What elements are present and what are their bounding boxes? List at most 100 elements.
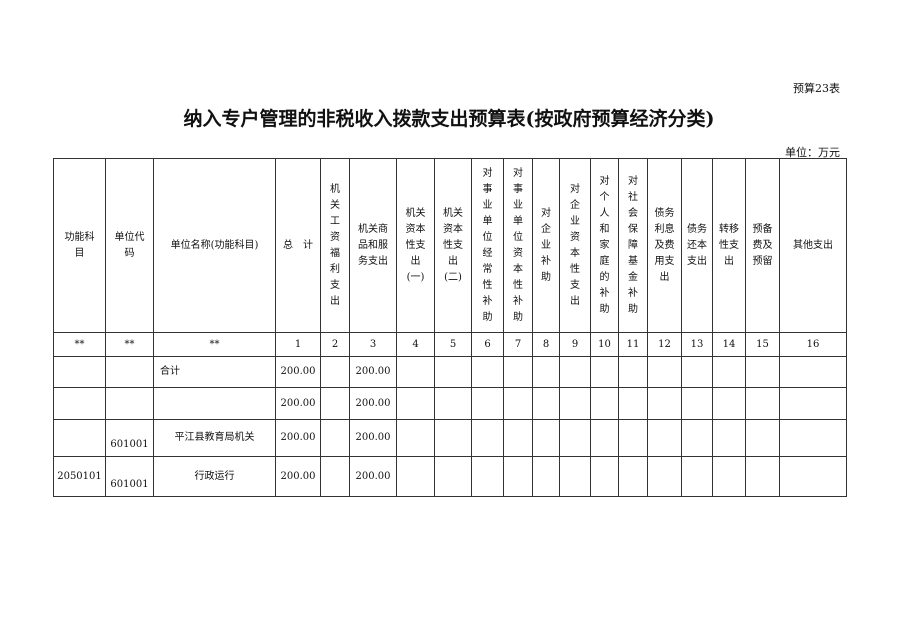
empty-cell — [779, 387, 847, 420]
empty-cell — [532, 387, 560, 420]
header-cell: 单位代码 — [105, 158, 154, 333]
empty-cell — [745, 419, 780, 457]
empty-cell — [503, 456, 533, 497]
goods-services: 200.00 — [349, 356, 397, 388]
header-cell: 转移性支出 — [712, 158, 746, 333]
empty-cell — [779, 456, 847, 497]
empty-cell — [647, 356, 682, 388]
header-cell: 对企业资本性支出 — [559, 158, 591, 333]
col-number: 16 — [779, 332, 847, 357]
header-cell: 机关工资福利支出 — [320, 158, 350, 333]
empty-cell — [559, 387, 591, 420]
table-row: 200.00 200.00 — [53, 387, 847, 420]
empty-cell — [712, 356, 746, 388]
unit-name: 行政运行 — [153, 456, 276, 497]
column-number-row: ** ** ** 1 2 3 4 5 6 7 8 9 10 11 12 13 14 15 16 — [53, 332, 847, 357]
header-cell: 总 计 — [275, 158, 321, 333]
header-cell: 其他支出 — [779, 158, 847, 333]
col-number: 12 — [647, 332, 682, 357]
empty-cell — [396, 456, 435, 497]
empty-cell — [396, 419, 435, 457]
empty-cell — [532, 456, 560, 497]
unit-name — [153, 387, 276, 420]
empty-cell — [471, 456, 504, 497]
col-number: 4 — [396, 332, 435, 357]
col-number: 5 — [434, 332, 472, 357]
col-number: 8 — [532, 332, 560, 357]
empty-cell — [559, 356, 591, 388]
col-number: ** — [153, 332, 276, 357]
func-code — [53, 419, 106, 457]
empty-cell — [503, 419, 533, 457]
header-cell: 债务还本支出 — [681, 158, 713, 333]
empty-cell — [745, 456, 780, 497]
empty-cell — [396, 356, 435, 388]
empty-cell — [618, 419, 648, 457]
budget-table: 功能科目 单位代码 单位名称(功能科目) 总 计 机关工资福利支出 机关商品和服… — [53, 158, 847, 497]
empty-cell — [434, 387, 472, 420]
header-cell: 债务利息及费用支出 — [647, 158, 682, 333]
header-cell: 对个人和家庭的补助 — [590, 158, 619, 333]
header-cell: 对企业补助 — [532, 158, 560, 333]
header-cell: 对事业单位资本性补助 — [503, 158, 533, 333]
empty-cell — [712, 387, 746, 420]
empty-cell — [434, 419, 472, 457]
col-number: ** — [53, 332, 106, 357]
empty-cell — [681, 419, 713, 457]
unit-name: 合计 — [153, 356, 276, 388]
empty-cell — [647, 456, 682, 497]
col-number: 3 — [349, 332, 397, 357]
empty-cell — [559, 456, 591, 497]
header-cell: 功能科目 — [53, 158, 106, 333]
empty-cell — [434, 356, 472, 388]
header-cell: 机关资本性支出(二) — [434, 158, 472, 333]
col-number: 14 — [712, 332, 746, 357]
header-cell: 机关商品和服务支出 — [349, 158, 397, 333]
table-row: 2050101 601001 行政运行 200.00 200.00 — [53, 456, 847, 497]
empty-cell — [647, 419, 682, 457]
cell — [320, 456, 350, 497]
empty-cell — [503, 387, 533, 420]
unit-code: 601001 — [105, 456, 154, 497]
col-number: 15 — [745, 332, 780, 357]
col-number: 9 — [559, 332, 591, 357]
total: 200.00 — [275, 387, 321, 420]
empty-cell — [779, 356, 847, 388]
empty-cell — [590, 419, 619, 457]
header-row: 功能科目 单位代码 单位名称(功能科目) 总 计 机关工资福利支出 机关商品和服… — [53, 158, 847, 333]
unit-name: 平江县教育局机关 — [153, 419, 276, 457]
goods-services: 200.00 — [349, 387, 397, 420]
table-number: 预算23表 — [793, 82, 840, 95]
empty-cell — [712, 456, 746, 497]
total: 200.00 — [275, 456, 321, 497]
col-number: 7 — [503, 332, 533, 357]
header-cell: 对社会保障基金补助 — [618, 158, 648, 333]
unit-code — [105, 356, 154, 388]
col-number: 6 — [471, 332, 504, 357]
goods-services: 200.00 — [349, 419, 397, 457]
empty-cell — [471, 356, 504, 388]
header-cell: 机关资本性支出(一) — [396, 158, 435, 333]
empty-cell — [559, 419, 591, 457]
empty-cell — [434, 456, 472, 497]
func-code: 2050101 — [53, 456, 106, 497]
empty-cell — [532, 419, 560, 457]
empty-cell — [471, 419, 504, 457]
unit-code — [105, 387, 154, 420]
header-cell: 预备费及预留 — [745, 158, 780, 333]
col-number: 10 — [590, 332, 619, 357]
empty-cell — [681, 456, 713, 497]
func-code — [53, 356, 106, 388]
empty-cell — [681, 387, 713, 420]
empty-cell — [590, 387, 619, 420]
header-cell: 对事业单位经常性补助 — [471, 158, 504, 333]
empty-cell — [681, 356, 713, 388]
empty-cell — [779, 419, 847, 457]
unit-code: 601001 — [105, 419, 154, 457]
empty-cell — [396, 387, 435, 420]
col-number: 11 — [618, 332, 648, 357]
empty-cell — [590, 456, 619, 497]
func-code — [53, 387, 106, 420]
empty-cell — [590, 356, 619, 388]
